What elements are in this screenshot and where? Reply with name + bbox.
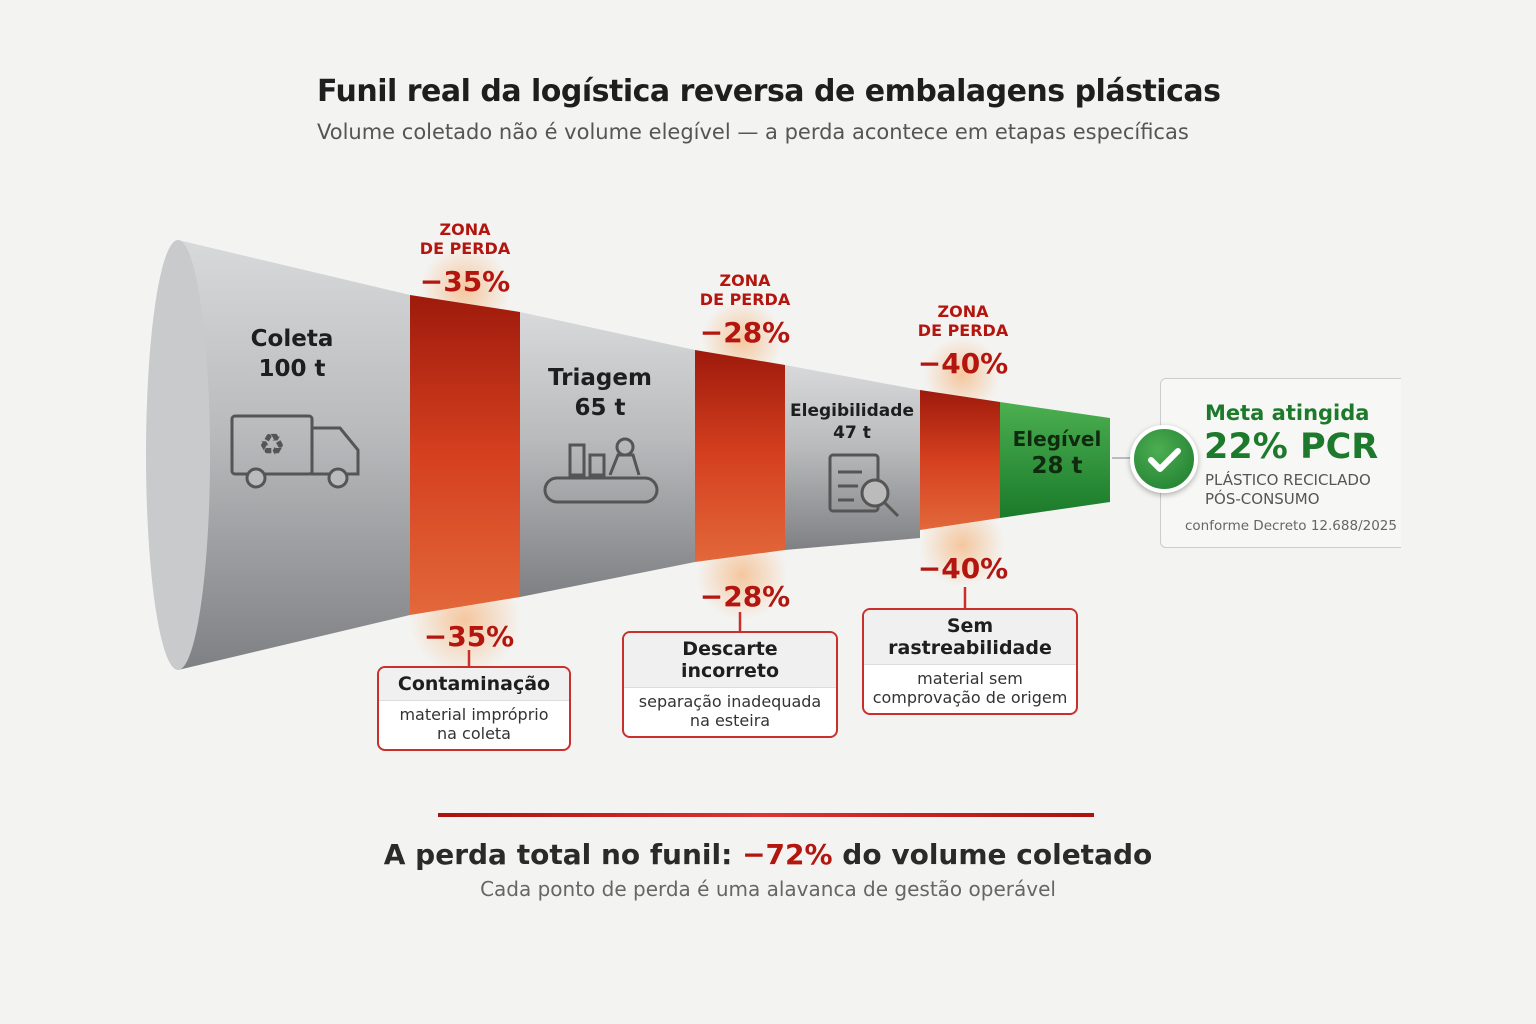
cause-title: Descarte incorreto [624, 633, 836, 688]
goal-note: conforme Decreto 12.688/2025 [1185, 518, 1397, 534]
recycling-truck-icon: ♻ [230, 414, 360, 489]
loss-pct-below-3: −40% [917, 552, 1009, 585]
page-subtitle: Volume coletado não é volume elegível — … [317, 120, 1189, 144]
funnel-segment-elegibilidade [785, 365, 920, 550]
goal-value: 22% PCR [1204, 427, 1379, 467]
stage-elegivel: Elegível 28 t [1003, 426, 1111, 482]
cause-box-descarte: Descarte incorreto separação inadequada … [622, 631, 838, 739]
cause-description: separação inadequada na esteira [638, 692, 822, 731]
stage-name: Elegível [1012, 427, 1102, 451]
cause-description: material impróprio na coleta [399, 705, 549, 744]
cause-description: material sem comprovação de origem [872, 669, 1068, 708]
check-icon [1130, 425, 1198, 493]
loss-zone-label-2: ZONA DE PERDA [699, 271, 791, 310]
sorting-conveyor-icon [543, 437, 659, 504]
loss-zone-label-1: ZONA DE PERDA [419, 220, 511, 259]
funnel-segment-triagem [520, 312, 695, 597]
cause-title: Sem rastreabilidade [864, 610, 1076, 665]
loss-pct-1: −35% [419, 265, 511, 298]
stage-name: Triagem [548, 365, 652, 391]
stage-value: 100 t [258, 355, 326, 382]
cause-box-contaminacao: Contaminação material impróprio na colet… [377, 666, 571, 752]
stage-coleta: Coleta 100 t [232, 325, 352, 385]
stage-value: 28 t [1031, 453, 1083, 479]
goal-heading: Meta atingida [1205, 401, 1370, 425]
cause-box-rastreabilidade: Sem rastreabilidade material sem comprov… [862, 608, 1078, 716]
stage-name: Coleta [250, 326, 334, 352]
stage-value: 65 t [574, 394, 626, 421]
stage-name: Elegibilidade [790, 401, 914, 421]
summary-total: A perda total no funil: −72% do volume c… [383, 838, 1153, 871]
loss-pct-below-2: −28% [699, 580, 791, 613]
goal-card: Meta atingida 22% PCR PLÁSTICO RECICLADO… [1160, 378, 1401, 548]
stage-value: 47 t [833, 423, 871, 444]
loss-pct-below-1: −35% [423, 620, 515, 653]
summary-note: Cada ponto de perda é uma alavanca de ge… [480, 877, 1056, 901]
loss-zone-1 [410, 295, 520, 615]
stage-triagem: Triagem 65 t [540, 364, 660, 424]
svg-text:♻: ♻ [259, 428, 286, 463]
page-title: Funil real da logística reversa de embal… [317, 74, 1221, 109]
loss-zone-label-3: ZONA DE PERDA [917, 302, 1009, 341]
loss-pct-3: −40% [917, 347, 1009, 380]
loss-pct-2: −28% [699, 316, 791, 349]
stage-elegibilidade: Elegibilidade 47 t [787, 400, 917, 444]
divider [438, 813, 1094, 817]
funnel-mouth [146, 240, 210, 670]
funnel-segment-coleta [178, 240, 410, 670]
loss-zone-3 [920, 390, 1000, 530]
checklist-magnifier-icon [828, 453, 900, 518]
loss-zone-2 [695, 350, 785, 562]
cause-title: Contaminação [379, 668, 569, 701]
goal-description: PLÁSTICO RECICLADO PÓS-CONSUMO [1205, 471, 1371, 508]
funnel-segment-elegivel [1000, 402, 1110, 518]
